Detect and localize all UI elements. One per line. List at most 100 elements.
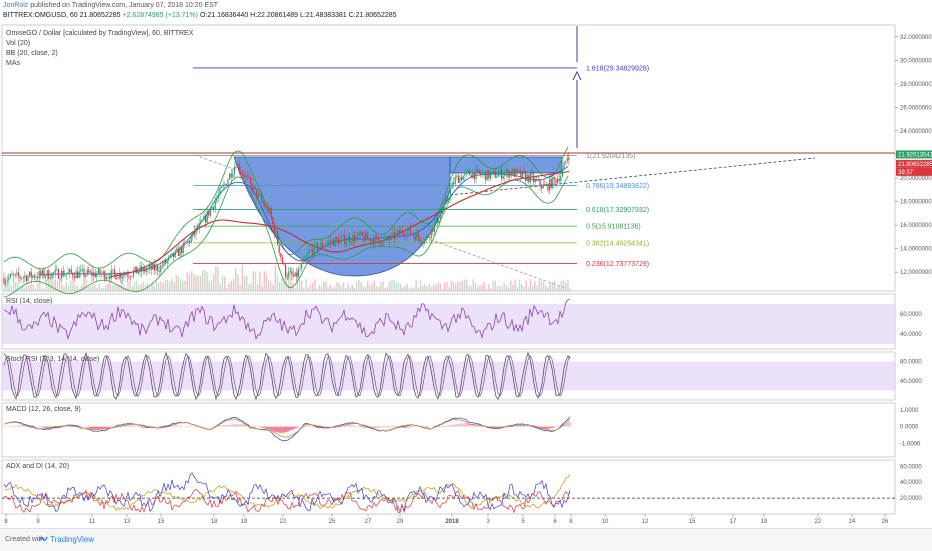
tradingview-logo-icon[interactable] bbox=[38, 534, 48, 544]
candle-body bbox=[352, 235, 353, 242]
candle-body bbox=[16, 272, 17, 273]
macd-histogram-bar bbox=[91, 427, 92, 429]
candle-body bbox=[101, 274, 102, 275]
volume-bar bbox=[156, 281, 157, 291]
macd-signal-line bbox=[4, 419, 570, 437]
candle-body bbox=[451, 183, 452, 189]
volume-bar bbox=[464, 279, 465, 291]
candle-body bbox=[53, 273, 54, 274]
macd-histogram-bar bbox=[445, 426, 446, 427]
macd-histogram-bar bbox=[279, 427, 280, 433]
candle-body bbox=[144, 267, 145, 272]
candle-body bbox=[301, 263, 302, 269]
candle-body bbox=[517, 169, 518, 170]
volume-bar bbox=[371, 283, 372, 291]
volume-bar bbox=[444, 282, 445, 291]
volume-bar bbox=[453, 282, 454, 291]
candle-body bbox=[371, 240, 372, 242]
candle-body bbox=[325, 245, 326, 246]
candle-body bbox=[165, 260, 166, 263]
macd-histogram-bar bbox=[565, 423, 566, 426]
macd-histogram-bar bbox=[233, 424, 234, 426]
volume-bar bbox=[15, 282, 16, 291]
volume-bar bbox=[255, 272, 256, 291]
tradingview-brand-link[interactable]: TradingView bbox=[50, 535, 94, 544]
candle-body bbox=[223, 185, 224, 187]
volume-bar bbox=[404, 286, 405, 291]
volume-bar bbox=[418, 287, 419, 291]
candle-body bbox=[253, 187, 254, 191]
candle-body bbox=[354, 235, 355, 241]
volume-bar bbox=[154, 286, 155, 291]
candle-body bbox=[413, 234, 414, 235]
macd-histogram-bar bbox=[457, 424, 458, 427]
candle-body bbox=[99, 269, 100, 274]
candle-body bbox=[168, 257, 169, 261]
candle-body bbox=[34, 275, 35, 277]
macd-histogram-bar bbox=[379, 427, 380, 428]
volume-bar bbox=[233, 279, 234, 291]
macd-histogram-bar bbox=[159, 426, 160, 427]
candle-body bbox=[218, 194, 219, 198]
volume-bar bbox=[512, 285, 513, 291]
volume-bar bbox=[501, 287, 502, 291]
volume-bar bbox=[266, 274, 267, 291]
candle-body bbox=[296, 272, 297, 276]
candle-body bbox=[275, 233, 276, 235]
volume-bar bbox=[398, 283, 399, 291]
di-minus-line bbox=[4, 489, 570, 512]
candle-body bbox=[522, 171, 523, 177]
candle-body bbox=[472, 173, 473, 178]
macd-histogram-bar bbox=[213, 426, 214, 427]
volume-bar bbox=[475, 283, 476, 291]
volume-bar bbox=[567, 280, 568, 291]
candle-body bbox=[231, 174, 232, 178]
volume-bar bbox=[523, 287, 524, 291]
candle-body bbox=[184, 243, 185, 244]
candle-body bbox=[482, 174, 483, 175]
candle-body bbox=[187, 241, 188, 243]
chart-area[interactable]: 1.618(29.34829928)1(21.92042135)0.786(19… bbox=[0, 0, 932, 528]
volume-bar bbox=[338, 283, 339, 291]
candle-body bbox=[533, 175, 534, 182]
volume-bar bbox=[470, 286, 471, 291]
volume-bar bbox=[191, 271, 192, 291]
candle-body bbox=[250, 178, 251, 183]
volume-bar bbox=[569, 288, 570, 291]
candle-body bbox=[141, 266, 142, 271]
macd-histogram-bar bbox=[361, 427, 362, 428]
candle-body bbox=[378, 236, 379, 240]
volume-bar bbox=[11, 286, 12, 291]
volume-bar bbox=[215, 267, 216, 291]
volume-bar bbox=[506, 285, 507, 291]
candle-body bbox=[247, 176, 248, 177]
candle-body bbox=[367, 233, 368, 239]
fib-level-label: 0.236(12.73773729) bbox=[586, 261, 649, 268]
volume-bar bbox=[33, 284, 34, 291]
candle-body bbox=[322, 243, 323, 247]
macd-histogram-bar bbox=[235, 424, 236, 427]
macd-histogram-bar bbox=[351, 425, 352, 426]
volume-bar bbox=[543, 282, 544, 291]
volume-bar bbox=[407, 284, 408, 291]
candle-body bbox=[274, 224, 275, 235]
candle-body bbox=[357, 233, 358, 236]
candle-body bbox=[197, 228, 198, 229]
volume-bar bbox=[96, 288, 97, 291]
candle-body bbox=[263, 201, 264, 204]
candle-body bbox=[26, 276, 27, 281]
candle-body bbox=[277, 233, 278, 245]
price-tick-label: 24.00000000 bbox=[900, 129, 932, 135]
volume-bar bbox=[184, 281, 185, 291]
candle-body bbox=[437, 218, 438, 224]
volume-bar bbox=[360, 282, 361, 291]
x-tick-label: 22 bbox=[815, 519, 822, 525]
candle-body bbox=[541, 186, 542, 189]
candle-body bbox=[544, 184, 545, 185]
candle-body bbox=[282, 257, 283, 263]
volume-bar bbox=[387, 287, 388, 291]
candle-body bbox=[511, 172, 512, 175]
volume-bar bbox=[519, 279, 520, 291]
volume-bar bbox=[415, 280, 416, 291]
macd-histogram-bar bbox=[385, 427, 386, 428]
